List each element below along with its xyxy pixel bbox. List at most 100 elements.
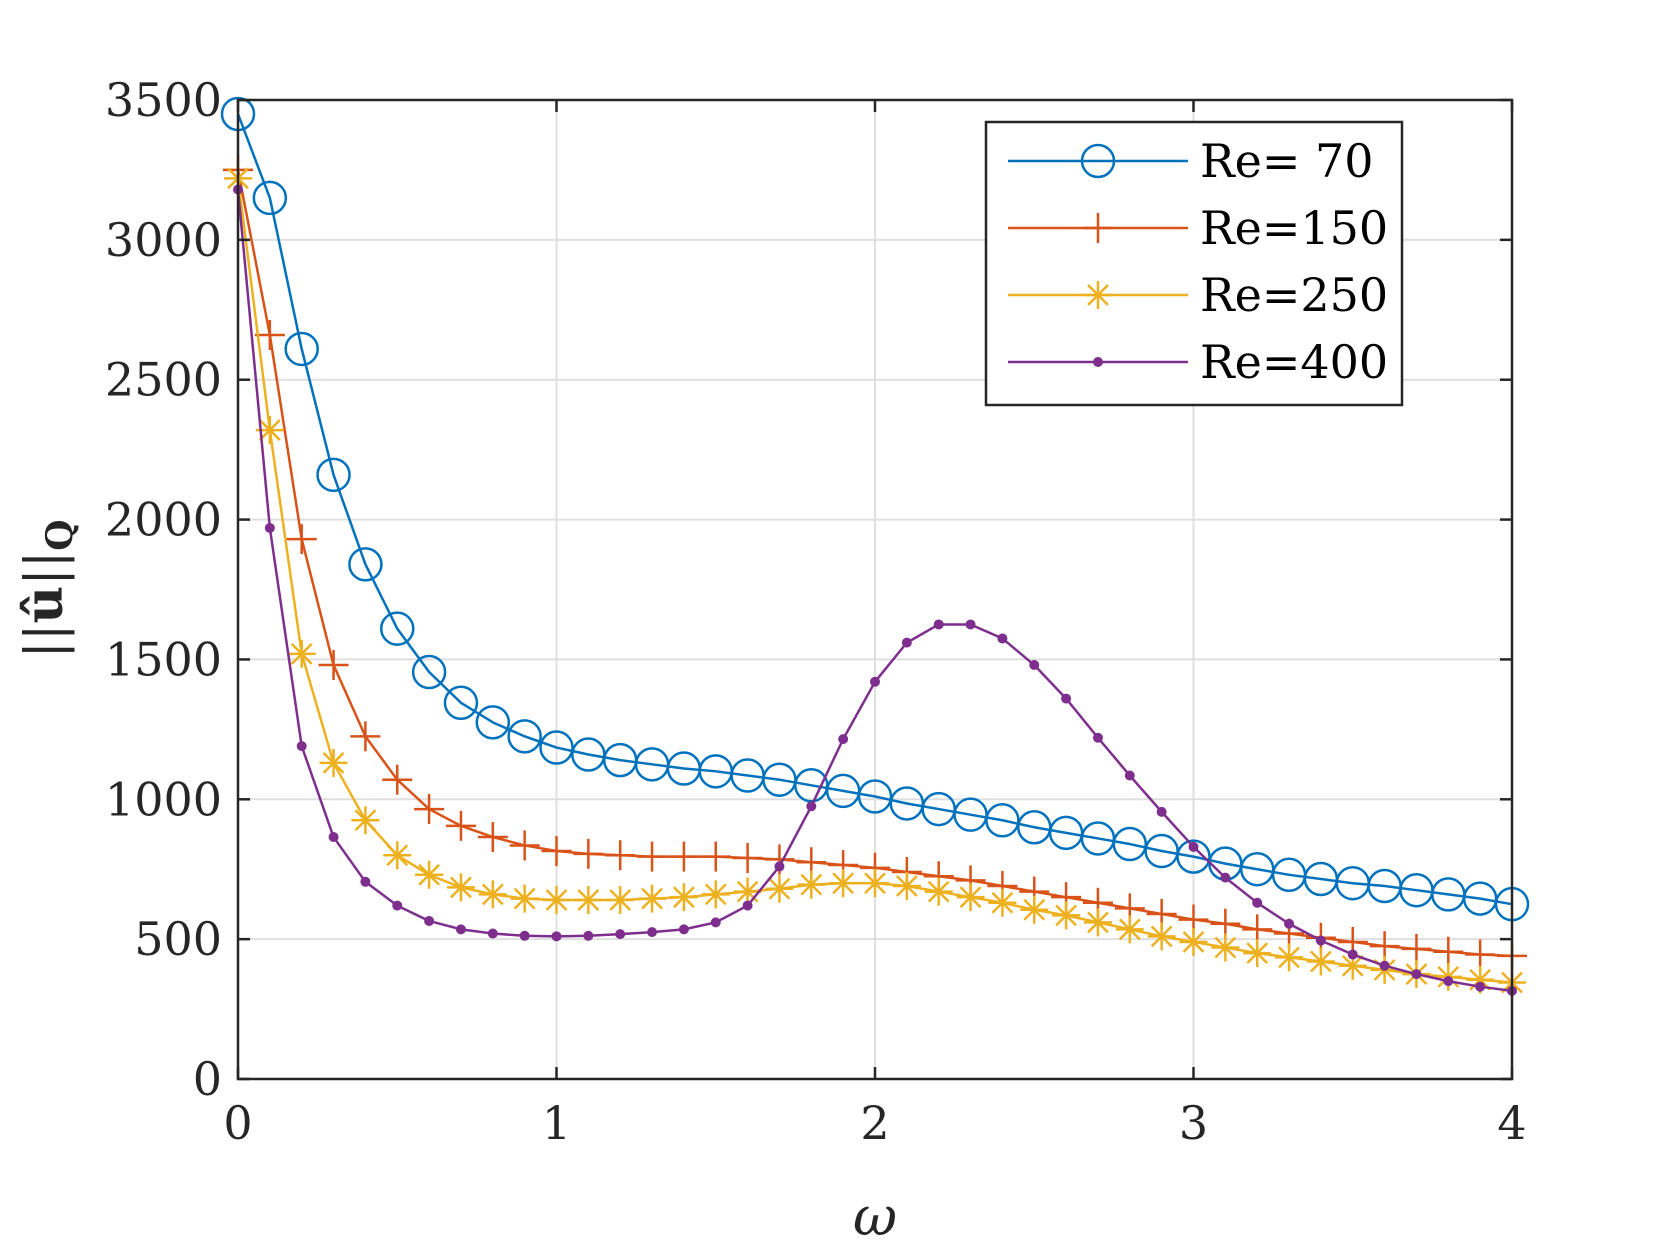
legend: Re= 70 Re=150 Re=250 Re=400 — [984, 120, 1404, 407]
data-point — [382, 764, 413, 795]
data-point — [678, 924, 689, 935]
data-point — [1252, 897, 1263, 908]
data-point — [1156, 806, 1167, 817]
x-tick-label: 4 — [1497, 1096, 1526, 1150]
data-point — [1475, 981, 1486, 992]
y-tick-label: 2500 — [105, 353, 222, 407]
legend-marker — [1093, 357, 1103, 367]
data-point — [806, 801, 817, 812]
data-point — [669, 883, 698, 912]
legend-item: Re=150 — [1008, 201, 1388, 255]
y-tick-label: 1000 — [105, 772, 222, 826]
data-series — [220, 96, 1530, 997]
data-point — [700, 841, 731, 872]
series-re400 — [233, 184, 1517, 996]
y-tick-label: 0 — [193, 1052, 222, 1106]
legend-item: Re=250 — [1008, 268, 1388, 322]
data-point — [1379, 960, 1390, 971]
svg-text:||û||Q: ||û||Q — [14, 519, 81, 658]
data-point — [765, 874, 794, 903]
data-point — [519, 930, 530, 941]
data-point — [414, 794, 445, 825]
data-point — [1029, 660, 1040, 671]
data-point — [445, 810, 476, 841]
data-point — [1211, 933, 1240, 962]
axis-ticks: 0 1 2 3 4 0 500 1000 1500 2000 2500 3000 3500 — [105, 73, 1527, 1150]
data-point — [1275, 943, 1304, 972]
y-label-bars-left: || — [15, 624, 75, 659]
data-point — [1020, 895, 1049, 924]
data-point — [647, 927, 658, 938]
legend-marker — [1080, 143, 1116, 179]
data-point — [573, 838, 604, 869]
data-point — [870, 676, 880, 687]
data-point — [1052, 901, 1081, 930]
data-point — [509, 830, 540, 861]
data-point — [328, 832, 339, 843]
data-point — [318, 650, 349, 681]
data-point — [1124, 770, 1135, 781]
data-point — [1401, 933, 1432, 964]
data-point — [637, 841, 668, 872]
data-point — [1179, 927, 1208, 956]
y-label-subscript: Q — [39, 519, 81, 550]
data-point — [551, 931, 562, 942]
x-tick-label: 1 — [542, 1096, 571, 1150]
legend-label: Re= 70 — [1200, 134, 1374, 188]
data-point — [774, 861, 785, 872]
data-point — [892, 871, 921, 900]
legend-item: Re=400 — [1008, 335, 1388, 389]
data-point — [351, 806, 380, 835]
data-point — [1306, 947, 1335, 976]
data-point — [415, 860, 444, 889]
data-point — [605, 840, 636, 871]
data-point — [668, 841, 699, 872]
data-point — [254, 319, 285, 350]
legend-label: Re=400 — [1200, 335, 1388, 389]
data-point — [424, 915, 435, 926]
data-point — [901, 637, 912, 648]
y-tick-label: 3500 — [105, 73, 222, 127]
legend-label: Re=150 — [1200, 201, 1388, 255]
data-point — [487, 928, 498, 939]
data-point — [316, 457, 351, 493]
data-point — [507, 719, 542, 754]
y-tick-label: 2000 — [105, 493, 222, 547]
data-point — [857, 779, 893, 814]
data-point — [638, 884, 667, 913]
data-point — [997, 633, 1008, 644]
data-point — [583, 930, 594, 941]
data-point — [861, 869, 889, 898]
data-point — [988, 888, 1017, 917]
series-re70 — [220, 96, 1530, 922]
data-point — [360, 876, 371, 887]
data-point — [1243, 939, 1272, 968]
data-point — [446, 873, 475, 902]
data-point — [478, 880, 507, 909]
data-point — [710, 917, 721, 928]
data-point — [1176, 839, 1211, 874]
data-point — [1347, 949, 1358, 960]
data-point — [1220, 872, 1231, 883]
data-point — [838, 734, 849, 745]
data-point — [1147, 922, 1176, 951]
data-point — [411, 654, 447, 690]
data-point — [933, 619, 944, 630]
data-point — [443, 685, 479, 721]
data-point — [286, 524, 317, 555]
data-point — [985, 803, 1020, 838]
data-point — [541, 836, 572, 867]
data-point — [1112, 826, 1148, 862]
data-point — [296, 741, 307, 752]
x-tick-label: 3 — [1179, 1096, 1208, 1150]
data-point — [542, 885, 571, 914]
data-point — [319, 748, 348, 777]
data-point — [287, 639, 316, 668]
legend-marker — [1084, 281, 1112, 309]
data-point — [829, 869, 858, 898]
data-point — [255, 416, 284, 445]
data-point — [392, 900, 403, 911]
data-point — [510, 884, 539, 913]
data-point — [539, 730, 574, 765]
data-point — [956, 883, 985, 912]
